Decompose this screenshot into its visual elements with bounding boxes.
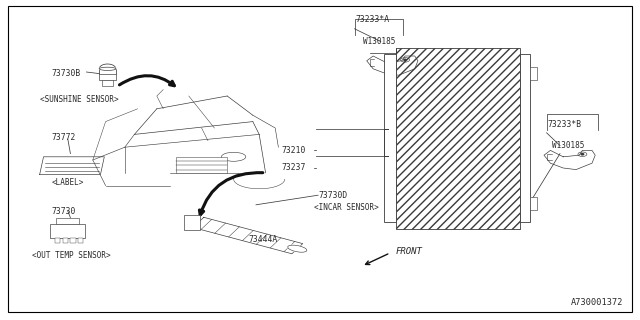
Text: 73730: 73730 xyxy=(51,207,76,216)
Circle shape xyxy=(404,59,406,60)
Text: <SUNSHINE SENSOR>: <SUNSHINE SENSOR> xyxy=(40,95,118,104)
Text: <INCAR SENSOR>: <INCAR SENSOR> xyxy=(314,204,378,212)
Bar xyxy=(70,238,76,243)
Bar xyxy=(520,54,529,222)
Text: 73730D: 73730D xyxy=(319,191,348,200)
Text: 73772: 73772 xyxy=(51,133,76,142)
Bar xyxy=(529,197,537,210)
Bar xyxy=(102,80,113,86)
Text: 73210: 73210 xyxy=(282,146,306,155)
Polygon shape xyxy=(193,217,303,254)
Text: A730001372: A730001372 xyxy=(571,298,623,307)
Bar xyxy=(396,48,520,229)
Bar xyxy=(78,238,83,243)
Text: 73237: 73237 xyxy=(282,164,306,172)
Text: FRONT: FRONT xyxy=(396,247,422,256)
Bar xyxy=(529,67,537,80)
Bar xyxy=(50,224,85,238)
Text: 73233*A: 73233*A xyxy=(355,15,389,24)
Text: W130185: W130185 xyxy=(363,37,396,46)
Text: W130185: W130185 xyxy=(552,141,584,150)
Bar xyxy=(55,238,60,243)
Ellipse shape xyxy=(99,67,116,70)
Text: 73233*B: 73233*B xyxy=(547,120,581,129)
Bar xyxy=(384,54,396,222)
Bar xyxy=(56,218,79,224)
Text: <OUT TEMP SENSOR>: <OUT TEMP SENSOR> xyxy=(32,252,111,260)
Text: 73730B: 73730B xyxy=(51,69,81,78)
Text: 73444A: 73444A xyxy=(248,236,278,244)
Bar xyxy=(99,74,116,80)
Bar xyxy=(184,215,200,230)
Text: <LABEL>: <LABEL> xyxy=(51,178,84,187)
Ellipse shape xyxy=(288,245,307,252)
Bar xyxy=(63,238,68,243)
Circle shape xyxy=(581,154,584,155)
Bar xyxy=(176,157,227,173)
